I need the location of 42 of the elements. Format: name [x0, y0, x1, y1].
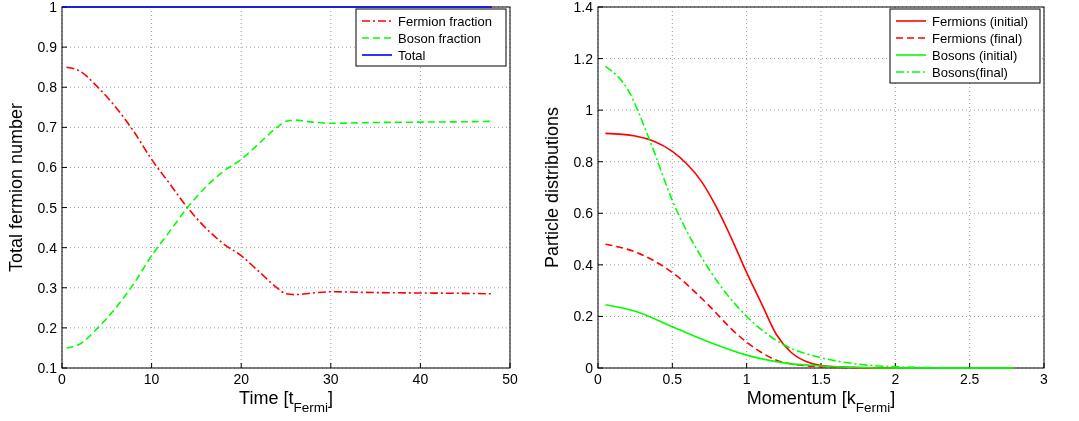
y-tick-label: 0.8 — [573, 153, 594, 170]
y-tick-label: 1 — [49, 0, 58, 15]
legend-label: Fermion fraction — [398, 14, 492, 29]
y-tick-label: 0.2 — [37, 319, 58, 336]
legend-label: Total — [398, 48, 426, 63]
y-tick-label: 0.6 — [573, 205, 594, 222]
x-tick-label: 1.5 — [811, 371, 831, 387]
x-tick-label: 2 — [891, 371, 900, 387]
line-series — [65, 66, 493, 296]
y-tick-label: 0.8 — [37, 79, 58, 96]
x-axis-title: Momentum [k$_{Fermi}$] — [746, 388, 896, 415]
y-tick-label: 1.4 — [573, 0, 594, 15]
legend-label: Boson fraction — [398, 31, 482, 46]
y-tick-label: 0.3 — [37, 279, 58, 296]
legend-label: Fermions (final) — [932, 31, 1023, 46]
x-tick-label: 1 — [742, 371, 751, 387]
x-tick-label: 40 — [412, 371, 429, 387]
x-axis-title: Time [t$_{Fermi}$] — [239, 388, 333, 415]
x-tick-label: 20 — [233, 371, 250, 387]
x-tick-label: 50 — [502, 371, 518, 387]
line-series — [65, 119, 493, 349]
x-tick-label: 10 — [143, 371, 160, 387]
x-tick-label: 30 — [323, 371, 339, 387]
y-tick-label: 0.1 — [37, 360, 58, 376]
y-tick-label: 1 — [585, 102, 594, 119]
y-tick-label: 0.5 — [37, 199, 58, 216]
legend-label: Bosons(final) — [932, 65, 1008, 80]
y-tick-label: 0.6 — [37, 159, 58, 176]
y-tick-label: 0.9 — [37, 39, 58, 56]
x-tick-label: 3 — [1040, 371, 1049, 387]
legend-label: Bosons (initial) — [932, 48, 1018, 63]
y-axis-title: Total fermion number — [6, 102, 26, 273]
y-tick-label: 0.4 — [573, 256, 594, 273]
y-tick-label: 0 — [585, 360, 594, 376]
legend-label: Fermions (initial) — [932, 14, 1029, 29]
y-tick-label: 0.4 — [37, 239, 58, 256]
y-tick-label: 0.2 — [573, 308, 594, 325]
x-tick-label: 0.5 — [662, 371, 683, 387]
y-tick-label: 1.2 — [573, 50, 594, 67]
y-axis-title: Particle distributions — [542, 106, 562, 269]
x-tick-label: 2.5 — [959, 371, 980, 387]
y-tick-label: 0.7 — [37, 119, 58, 136]
